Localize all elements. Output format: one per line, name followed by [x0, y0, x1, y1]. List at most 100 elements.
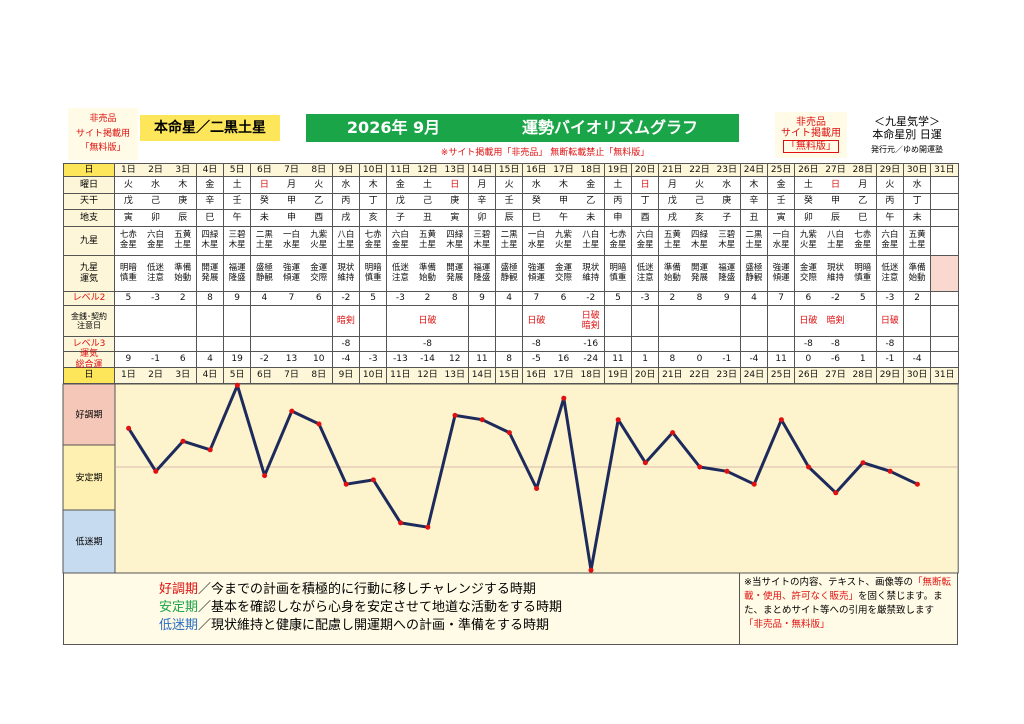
- table-cell: 辰: [169, 210, 198, 227]
- table-cell: 明暗 慎重: [359, 256, 388, 292]
- table-cell: 16: [550, 352, 578, 368]
- table-cell: 戊: [115, 194, 143, 210]
- table-cell: [631, 306, 660, 337]
- row-label: レベル2: [63, 292, 115, 306]
- table-cell: 己: [686, 194, 714, 210]
- brand-line: ＜九星気学＞: [874, 115, 940, 129]
- table-cell: 盛極 静観: [251, 256, 279, 292]
- table-cell: 盛極 静観: [495, 256, 524, 292]
- table-cell: [767, 337, 796, 352]
- table-cell: 日破: [414, 306, 442, 337]
- table-cell: [686, 306, 714, 337]
- table-cell: [849, 337, 878, 352]
- table-cell: [550, 337, 578, 352]
- table-cell: 暗剣: [822, 306, 850, 337]
- table-cell: 丁: [631, 194, 660, 210]
- table-cell: 五黄 土星: [903, 227, 932, 256]
- table-cell: 庚: [441, 194, 470, 210]
- table-cell: 甲: [550, 194, 578, 210]
- table-cell: 九紫 火星: [795, 227, 823, 256]
- note-line: サイト掲載用: [75, 128, 130, 139]
- table-cell: 7日: [278, 368, 306, 384]
- table-cell: 九紫 火星: [305, 227, 334, 256]
- table-cell: -4: [903, 352, 932, 368]
- table-cell: 金: [196, 177, 225, 194]
- table-cell: 巳: [196, 210, 225, 227]
- table-cell: 月: [278, 177, 306, 194]
- table-cell: 17日: [550, 368, 578, 384]
- table-cell: 13日: [441, 163, 470, 177]
- table-cell: -2: [251, 352, 279, 368]
- table-cell: 16日: [523, 163, 551, 177]
- fortune-point: [126, 425, 132, 431]
- table-cell: 暗剣: [332, 306, 361, 337]
- table-cell: 7: [523, 292, 551, 306]
- table-cell: 15日: [495, 163, 524, 177]
- table-cell: 準備 始動: [659, 256, 687, 292]
- table-cell: 開運 発展: [686, 256, 714, 292]
- table-cell: 己: [414, 194, 442, 210]
- table-cell: 1日: [115, 368, 143, 384]
- table-cell: 2: [659, 292, 687, 306]
- band-label: 安定期: [75, 472, 102, 484]
- copyright: ※当サイトの内容、テキスト、画像等の「無断転載・使用、許可なく販売」を固く禁じま…: [740, 573, 958, 645]
- table-cell: [387, 306, 415, 337]
- table-cell: 開運 発展: [441, 256, 470, 292]
- table-cell: 8日: [305, 368, 334, 384]
- table-cell: 13: [278, 352, 306, 368]
- table-cell: 水: [903, 177, 932, 194]
- table-cell: 7: [278, 292, 306, 306]
- table-cell: 8: [659, 352, 687, 368]
- table-cell: 戌: [659, 210, 687, 227]
- table-cell: 1: [631, 352, 660, 368]
- table-cell: [169, 306, 198, 337]
- legend-line: 安定期／基本を確認しながら心身を安定させて地道な活動をする時期: [159, 599, 739, 617]
- fortune-point: [833, 490, 839, 496]
- table-cell: 一白 水星: [278, 227, 306, 256]
- table-cell: 火: [686, 177, 714, 194]
- table-cell: 9: [468, 292, 497, 306]
- table-cell: 13日: [441, 368, 470, 384]
- table-cell: 辰: [822, 210, 850, 227]
- table-cell: -5: [523, 352, 551, 368]
- table-cell: 3日: [169, 163, 198, 177]
- table-cell: 9: [223, 292, 252, 306]
- table-cell: 強運 傾運: [278, 256, 306, 292]
- table-cell: 強運 傾運: [767, 256, 796, 292]
- table-cell: 10日: [359, 368, 388, 384]
- row-label: 日: [63, 368, 115, 384]
- table-cell: 4: [740, 292, 769, 306]
- table-cell: 明暗 慎重: [604, 256, 633, 292]
- table-cell: 日破: [523, 306, 551, 337]
- table-cell: 6: [795, 292, 823, 306]
- table-cell: 一白 水星: [523, 227, 551, 256]
- table-cell: 火: [115, 177, 143, 194]
- fortune-point: [153, 468, 159, 474]
- table-cell: 辰: [495, 210, 524, 227]
- title-date: 2026年 9月: [346, 117, 441, 137]
- table-cell: 六白 金星: [876, 227, 905, 256]
- table-cell: 金運 交際: [305, 256, 334, 292]
- table-cell: [142, 337, 170, 352]
- table-cell: -13: [387, 352, 415, 368]
- table-cell: 2: [169, 292, 198, 306]
- table-cell: 水: [332, 177, 361, 194]
- table-cell: 一白 水星: [767, 227, 796, 256]
- table-cell: [115, 337, 143, 352]
- table-cell: 月: [468, 177, 497, 194]
- fortune-point: [561, 395, 567, 401]
- table-cell: -1: [142, 352, 170, 368]
- table-cell: -2: [822, 292, 850, 306]
- table-cell: [931, 352, 959, 368]
- table-cell: 11: [468, 352, 497, 368]
- table-cell: 子: [713, 210, 742, 227]
- table-cell: 14日: [468, 163, 497, 177]
- row-label: 曜日: [63, 177, 115, 194]
- table-cell: 25日: [767, 163, 796, 177]
- table-cell: 六白 金星: [631, 227, 660, 256]
- table-cell: 金運 交際: [550, 256, 578, 292]
- table-cell: [903, 337, 932, 352]
- fortune-point: [479, 417, 485, 423]
- fortune-point: [778, 417, 784, 423]
- table-cell: 1: [849, 352, 878, 368]
